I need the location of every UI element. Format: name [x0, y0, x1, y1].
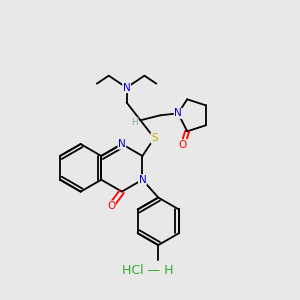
Text: O: O — [179, 140, 187, 149]
Text: H: H — [131, 118, 138, 127]
Text: N: N — [174, 108, 182, 118]
Text: N: N — [139, 175, 146, 185]
Text: O: O — [107, 201, 115, 211]
Text: N: N — [123, 82, 130, 93]
Text: S: S — [151, 133, 158, 143]
Text: HCl — H: HCl — H — [122, 264, 174, 278]
Text: N: N — [118, 139, 126, 149]
